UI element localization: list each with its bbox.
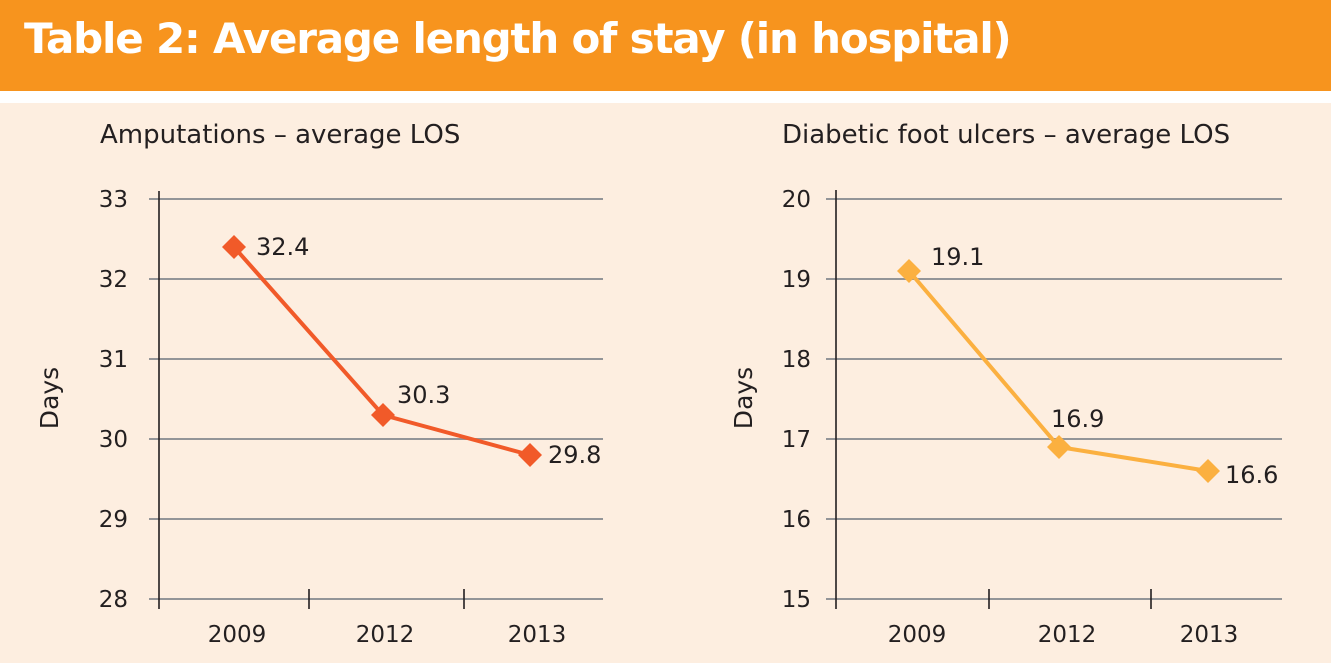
x-tick-label: 2013 bbox=[1180, 622, 1239, 648]
data-label: 30.3 bbox=[397, 381, 450, 409]
y-tick-label: 32 bbox=[99, 267, 128, 293]
y-tick-label: 20 bbox=[782, 187, 811, 213]
x-tick-label: 2009 bbox=[208, 622, 267, 648]
data-point-marker bbox=[371, 403, 395, 427]
chart-title: Amputations – average LOS bbox=[100, 120, 460, 150]
header-divider bbox=[0, 91, 1331, 103]
y-axis-title: Days bbox=[729, 367, 758, 429]
x-tick-label: 2012 bbox=[1038, 622, 1097, 648]
data-point-marker bbox=[1047, 435, 1071, 459]
header-banner: Table 2: Average length of stay (in hosp… bbox=[0, 0, 1331, 91]
data-label: 16.6 bbox=[1225, 461, 1278, 489]
y-tick-label: 31 bbox=[99, 347, 128, 373]
data-point-marker bbox=[518, 443, 542, 467]
page-title: Table 2: Average length of stay (in hosp… bbox=[24, 14, 1012, 63]
x-tick-label: 2013 bbox=[508, 622, 567, 648]
y-tick-label: 33 bbox=[99, 187, 128, 213]
x-tick-label: 2009 bbox=[888, 622, 947, 648]
y-tick-label: 29 bbox=[99, 507, 128, 533]
data-label: 32.4 bbox=[256, 233, 309, 261]
chart-title: Diabetic foot ulcers – average LOS bbox=[782, 120, 1230, 150]
y-tick-label: 19 bbox=[782, 267, 811, 293]
y-tick-label: 15 bbox=[782, 587, 811, 613]
data-label: 16.9 bbox=[1051, 405, 1104, 433]
y-axis-title: Days bbox=[35, 367, 64, 429]
y-tick-label: 18 bbox=[782, 347, 811, 373]
y-tick-label: 28 bbox=[99, 587, 128, 613]
data-label: 29.8 bbox=[548, 441, 601, 469]
data-point-marker bbox=[1196, 459, 1220, 483]
y-tick-label: 17 bbox=[782, 427, 811, 453]
x-tick-label: 2012 bbox=[356, 622, 415, 648]
data-point-marker bbox=[222, 235, 246, 259]
amputations-chart: Amputations – average LOS 28 29 30 31 32 33 200… bbox=[35, 120, 603, 648]
data-point-marker bbox=[897, 259, 921, 283]
y-tick-label: 30 bbox=[99, 427, 128, 453]
y-tick-label: 16 bbox=[782, 507, 811, 533]
data-label: 19.1 bbox=[931, 243, 984, 271]
